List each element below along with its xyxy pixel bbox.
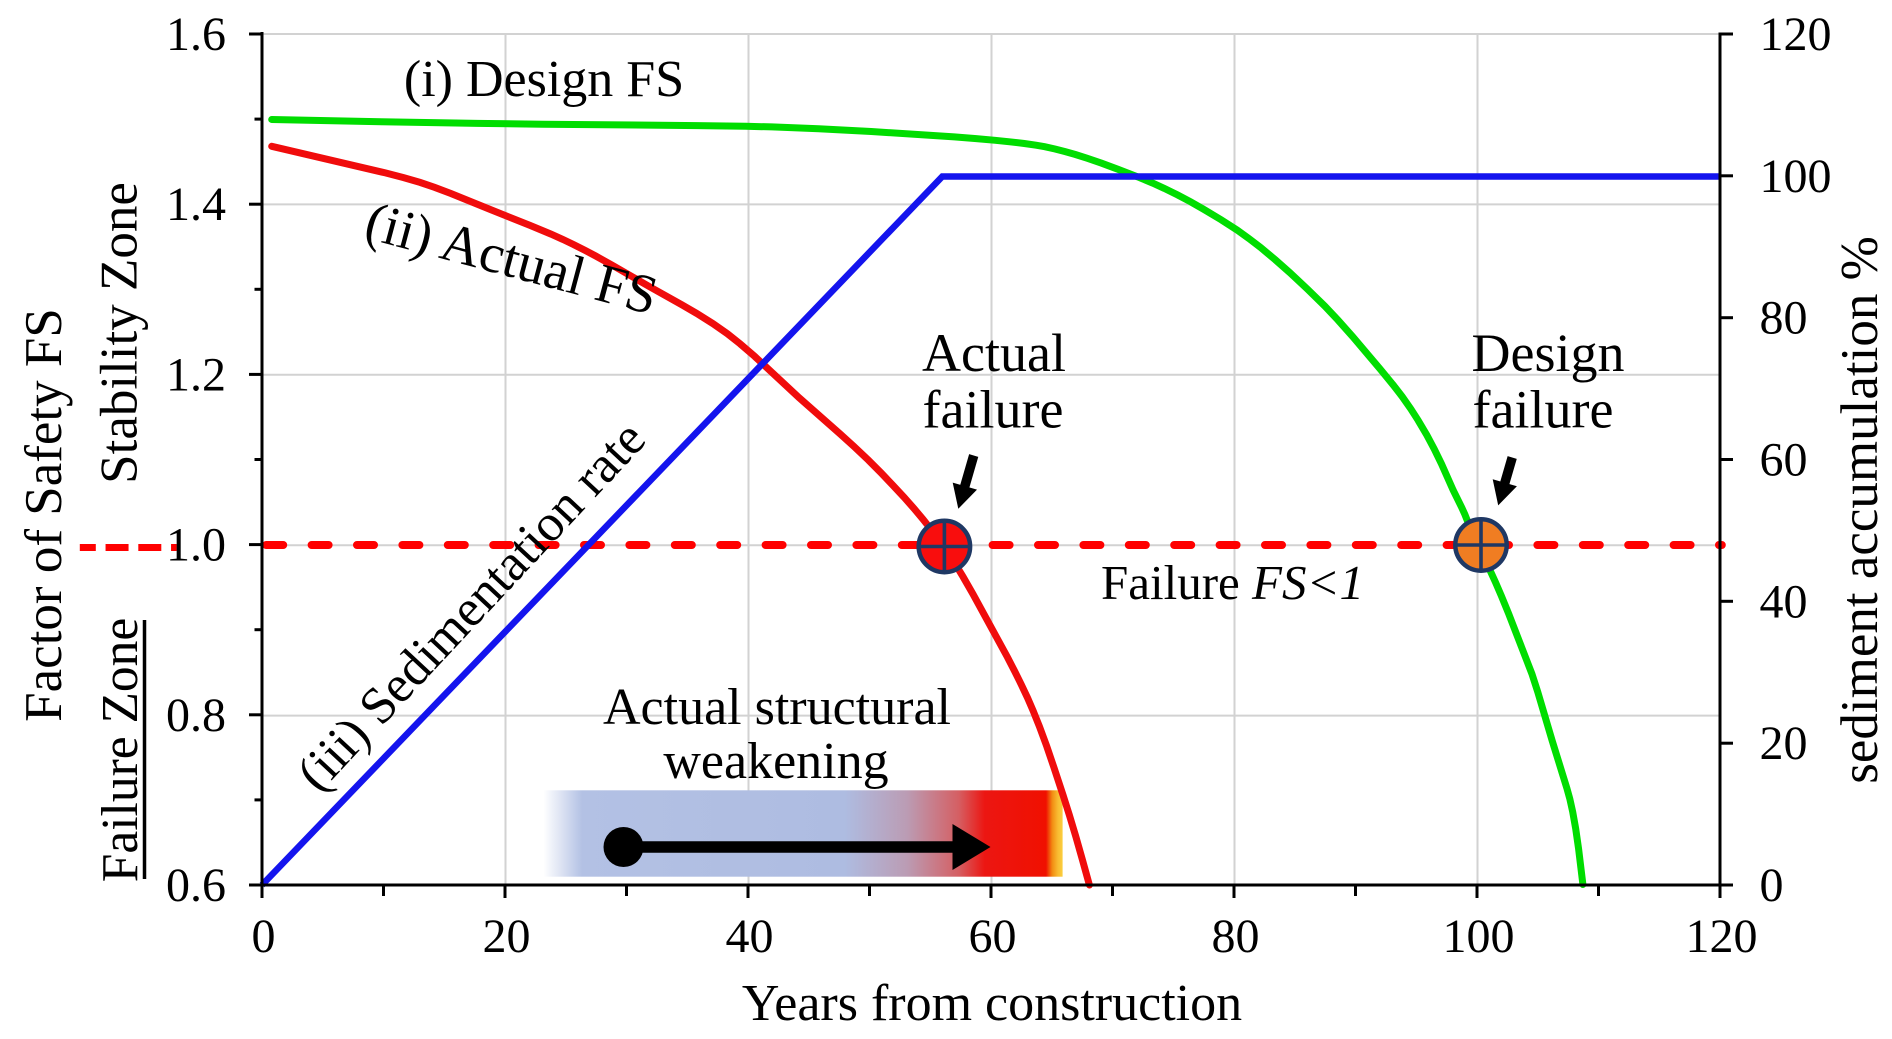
- svg-text:Failure Zone: Failure Zone: [92, 618, 149, 883]
- svg-text:40: 40: [726, 910, 774, 963]
- svg-text:1.6: 1.6: [166, 8, 226, 61]
- svg-text:100: 100: [1760, 150, 1832, 203]
- svg-text:20: 20: [1760, 717, 1808, 770]
- svg-text:120: 120: [1686, 910, 1758, 963]
- svg-text:failure: failure: [923, 380, 1064, 440]
- svg-text:Design: Design: [1472, 323, 1625, 383]
- svg-text:1.0: 1.0: [166, 519, 226, 572]
- svg-text:60: 60: [969, 910, 1017, 963]
- svg-text:(i) Design FS: (i) Design FS: [404, 51, 684, 108]
- svg-text:1.4: 1.4: [166, 178, 226, 231]
- svg-text:0: 0: [252, 910, 276, 963]
- svg-text:60: 60: [1760, 434, 1808, 487]
- svg-text:0.6: 0.6: [166, 859, 226, 912]
- svg-text:80: 80: [1760, 292, 1808, 345]
- svg-text:sediment accumulation %: sediment accumulation %: [1831, 236, 1889, 784]
- svg-text:Years from construction: Years from construction: [742, 975, 1242, 1032]
- svg-text:0.8: 0.8: [166, 689, 226, 742]
- svg-text:20: 20: [483, 910, 531, 963]
- svg-text:Stability Zone: Stability Zone: [90, 182, 148, 484]
- svg-text:100: 100: [1443, 910, 1515, 963]
- svg-text:Actual: Actual: [922, 323, 1066, 383]
- svg-text:40: 40: [1760, 575, 1808, 628]
- svg-text:Actual structural: Actual structural: [603, 679, 951, 736]
- svg-text:Failure FS<1: Failure FS<1: [1101, 555, 1364, 610]
- svg-text:failure: failure: [1473, 380, 1614, 440]
- svg-text:Factor of Safety FS: Factor of Safety FS: [15, 308, 73, 722]
- svg-text:120: 120: [1760, 8, 1832, 61]
- svg-text:80: 80: [1212, 910, 1260, 963]
- svg-text:weakening: weakening: [663, 733, 888, 790]
- svg-text:1.2: 1.2: [166, 348, 226, 401]
- svg-text:0: 0: [1760, 859, 1784, 912]
